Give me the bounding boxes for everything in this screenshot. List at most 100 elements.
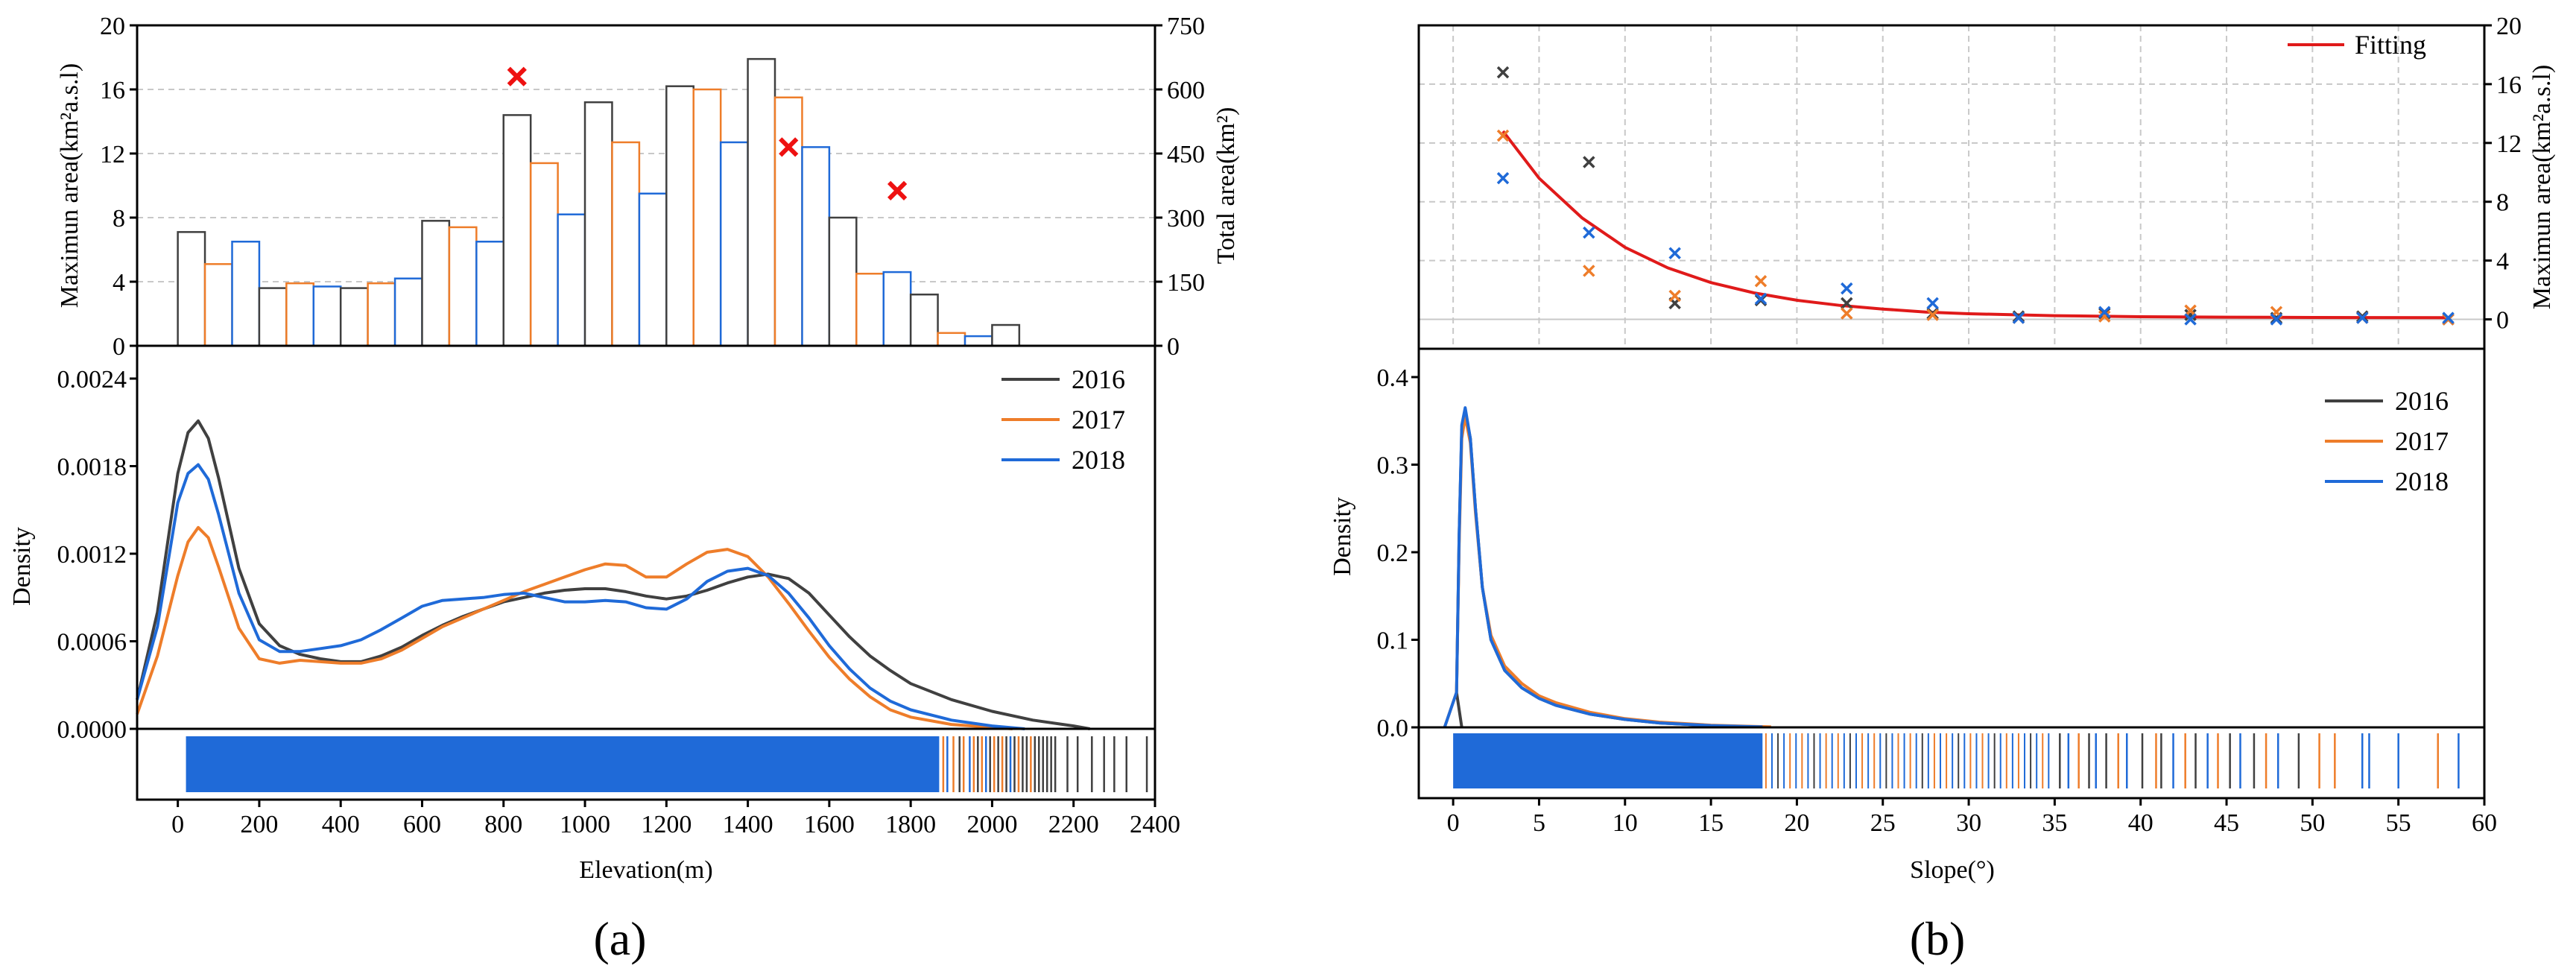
legend-label-2016: 2016 — [2395, 386, 2449, 416]
bar-2018 — [231, 241, 261, 347]
a-bottom-y-tick-label: 0.0018 — [57, 454, 127, 481]
legend-label-2016: 2016 — [1072, 364, 1125, 394]
bar-2018 — [312, 285, 342, 347]
scatter-point-stroke — [2184, 304, 2197, 317]
scatter-point-2018 — [2012, 312, 2025, 324]
scatter-point-stroke — [1668, 247, 1681, 260]
a-top-left-tick-label: 0 — [113, 333, 125, 361]
b-top-right-tick-label: 4 — [2496, 248, 2509, 276]
scatter-point-stroke — [1841, 307, 1853, 320]
a-bottom-rug — [186, 736, 1148, 792]
bar-2016 — [177, 231, 206, 347]
red-x-marker — [887, 180, 908, 201]
scatter-point-2018 — [2442, 312, 2455, 324]
a-top-right-tick-label: 300 — [1167, 205, 1205, 233]
scatter-point-2017 — [1926, 309, 1939, 321]
scatter-point-2018 — [1583, 226, 1595, 239]
rug-block-2018 — [1453, 733, 1763, 788]
density-curve-2016 — [136, 419, 1090, 730]
b-bottom-y-axis: 0.0 0.1 0.2 0.3 0.4 — [1377, 364, 1419, 742]
b-bottom-x-tick-label: 10 — [1613, 809, 1638, 837]
scatter-point-2017 — [1668, 289, 1681, 303]
scatter-point-2018 — [2098, 306, 2111, 318]
scatter-point-stroke — [1841, 297, 1853, 310]
a-top-right-tick-label: 600 — [1167, 77, 1205, 104]
scatter-point-stroke — [2442, 312, 2455, 324]
red-x-stroke — [887, 180, 908, 201]
scatter-point-stroke — [1926, 309, 1939, 321]
a-top-left-tick-label: 4 — [113, 269, 125, 297]
scatter-point-2017 — [1841, 307, 1853, 320]
a-bottom-y-tick-label: 0.0006 — [57, 629, 127, 657]
a-top-right-ylabel: Total area(km²) — [1212, 107, 1240, 265]
density-curve-2018 — [136, 463, 1025, 730]
density-curve-2016 — [1455, 411, 1763, 729]
a-top-red-markers — [507, 66, 908, 201]
bar-2017 — [773, 96, 803, 347]
scatter-point-2018 — [1668, 247, 1681, 260]
scatter-point-stroke — [1754, 292, 1768, 306]
panel-a: 0 4 8 12 16 20 0 150 300 450 600 750 Maximun area(… — [8, 13, 1240, 965]
a-bottom-xlabel: Elevation(m) — [579, 856, 712, 884]
bar-2016 — [747, 57, 776, 347]
scatter-point-stroke — [1583, 156, 1595, 168]
b-bottom-rug — [1453, 733, 2460, 788]
scatter-point-2018 — [2270, 313, 2283, 326]
b-top-right-tick-label: 16 — [2496, 72, 2522, 99]
b-bottom-density-curves — [1443, 406, 1771, 729]
b-top-scatter-points — [1496, 66, 2455, 326]
red-x-stroke — [779, 137, 799, 157]
panel-b: 0 4 8 12 16 20 Maximun area(km²a.s.l) Fitting… — [1329, 13, 2556, 965]
a-bottom-x-tick-label: 200 — [240, 811, 278, 838]
a-bottom-y-axis: 0.0000 0.0006 0.0012 0.0018 0.0024 — [57, 366, 137, 744]
bar-2016 — [991, 323, 1021, 347]
a-bottom-x-tick-label: 2400 — [1130, 811, 1180, 838]
b-bottom-x-axis: 0 5 10 15 20 25 30 35 40 45 50 55 60 — [1447, 798, 2497, 837]
b-top-plot-frame — [1417, 24, 2486, 350]
a-bottom-x-tick-label: 1400 — [723, 811, 773, 838]
a-top-left-tick-label: 16 — [100, 77, 125, 104]
red-x-stroke — [507, 66, 527, 86]
a-bottom-x-tick-label: 0 — [171, 811, 184, 838]
a-top-gridlines — [137, 89, 1155, 282]
legend-label-2017: 2017 — [2395, 426, 2449, 456]
bar-2016 — [909, 293, 939, 347]
scatter-point-2016 — [2184, 309, 2197, 321]
scatter-point-stroke — [1496, 129, 1510, 142]
b-bottom-legend: 2016 2017 2018 — [2325, 386, 2449, 496]
b-bottom-y-tick-label: 0.1 — [1377, 627, 1409, 655]
bar-2017 — [529, 162, 559, 347]
scatter-point-stroke — [1496, 171, 1510, 185]
scatter-point-stroke — [2184, 309, 2197, 321]
a-bottom-x-tick-label: 2000 — [966, 811, 1017, 838]
b-bottom-y-tick-label: 0.4 — [1377, 364, 1409, 392]
b-top-right-axis: 0 4 8 12 16 20 — [2484, 13, 2522, 335]
scatter-point-2018 — [2356, 312, 2369, 324]
b-bottom-x-tick-label: 15 — [1698, 809, 1724, 837]
b-bottom-y-tick-label: 0.3 — [1377, 452, 1409, 480]
a-top-right-tick-label: 750 — [1167, 13, 1205, 40]
red-x-marker — [507, 66, 527, 86]
a-bottom-x-tick-label: 2200 — [1048, 811, 1099, 838]
a-top-right-tick-label: 0 — [1167, 333, 1180, 361]
a-top-left-tick-label: 12 — [100, 141, 125, 168]
bar-2016 — [258, 287, 288, 347]
b-bottom-plot-frame — [1417, 347, 2486, 800]
bar-2018 — [963, 335, 993, 347]
scatter-point-2018 — [1754, 292, 1768, 306]
b-bottom-x-tick-label: 25 — [1870, 809, 1896, 837]
bar-2017 — [448, 226, 478, 347]
bar-2018 — [557, 213, 586, 347]
scatter-point-2017 — [1583, 265, 1595, 277]
bar-2017 — [285, 282, 315, 347]
a-bottom-x-tick-label: 1200 — [641, 811, 692, 838]
scatter-point-2016 — [1583, 156, 1595, 168]
scatter-point-2016 — [1496, 66, 1510, 79]
scatter-point-2017 — [2184, 304, 2197, 317]
scatter-point-stroke — [2012, 312, 2025, 324]
bar-2016 — [828, 216, 858, 347]
bar-2017 — [855, 273, 884, 347]
scatter-point-stroke — [1583, 265, 1595, 277]
a-bottom-y-tick-label: 0.0000 — [57, 716, 127, 744]
